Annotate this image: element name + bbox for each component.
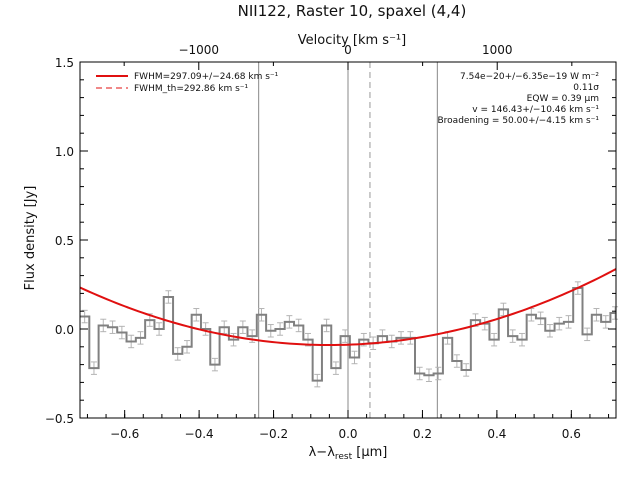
- x-tick-label: 0.4: [487, 427, 506, 441]
- top-axis-label: Velocity [km s⁻¹]: [298, 33, 406, 48]
- top-tick-label: 0: [344, 43, 352, 57]
- x-axis-label-sub: rest: [335, 452, 353, 462]
- x-tick-label: 0.2: [413, 427, 432, 441]
- annotations: 7.54e−20+/−6.35e−19 W m⁻² 0.11σ EQW = 0.…: [438, 72, 600, 126]
- y-tick-label: 0.0: [55, 323, 74, 337]
- axis-ticks: −0.6 −0.4 −0.2 0.0 0.2 0.4 0.6 −0.5 0.0 0.5 1.0 1.5…: [45, 43, 616, 441]
- y-tick-label: 0.5: [55, 234, 74, 248]
- legend: FWHM=297.09+/−24.68 km s⁻¹ FWHM_th=292.8…: [96, 72, 279, 94]
- y-tick-label: −0.5: [45, 412, 74, 426]
- vertical-lines: [258, 62, 438, 418]
- error-bars: [81, 281, 619, 388]
- x-tick-label: −0.2: [259, 427, 288, 441]
- x-tick-label: 0.6: [562, 427, 581, 441]
- chart-title: NII122, Raster 10, spaxel (4,4): [238, 2, 467, 20]
- y-tick-label: 1.0: [55, 145, 74, 159]
- spectrum-line: [80, 287, 616, 382]
- y-axis-label: Flux density [Jy]: [23, 186, 38, 291]
- annotation-velocity: v = 146.43+/−10.46 km s⁻¹: [472, 105, 599, 115]
- legend-label-fwhm: FWHM=297.09+/−24.68 km s⁻¹: [134, 72, 279, 82]
- y-tick-label: 1.5: [55, 56, 74, 70]
- annotation-sigma: 0.11σ: [573, 83, 599, 93]
- x-tick-label: −0.6: [110, 427, 139, 441]
- annotation-broadening: Broadening = 50.00+/−4.15 km s⁻¹: [438, 116, 600, 126]
- x-axis-label: λ−λrest [μm]: [309, 445, 388, 462]
- x-tick-label: 0.0: [338, 427, 357, 441]
- x-axis-label-main: λ−λ: [309, 445, 336, 460]
- x-tick-label: −0.4: [185, 427, 214, 441]
- annotation-flux: 7.54e−20+/−6.35e−19 W m⁻²: [460, 72, 599, 82]
- legend-label-fwhm-th: FWHM_th=292.86 km s⁻¹: [134, 84, 249, 94]
- top-tick-label: 1000: [482, 43, 513, 57]
- x-axis-label-unit: [μm]: [352, 445, 387, 460]
- annotation-eqw: EQW = 0.39 μm: [527, 94, 599, 104]
- fit-curve: [79, 268, 617, 347]
- top-tick-label: −1000: [178, 43, 219, 57]
